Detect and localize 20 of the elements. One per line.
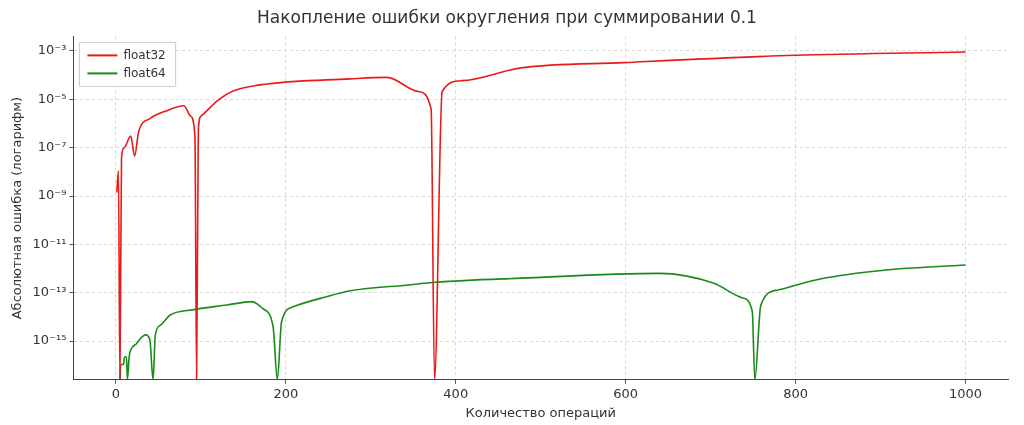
x-tick-label: 400: [443, 385, 469, 401]
x-tick-label: 200: [273, 385, 299, 401]
x-tick-label: 600: [613, 385, 639, 401]
line-series: [119, 264, 967, 380]
legend-label: float32: [123, 47, 166, 62]
y-tick-label: 10⁻⁹: [37, 187, 67, 203]
legend-label: float64: [123, 65, 166, 80]
x-axis-title: Количество операций: [465, 404, 616, 420]
y-tick-label: 10⁻⁵: [37, 90, 67, 106]
x-tick-label: 0: [111, 385, 121, 401]
x-tick-label: 800: [783, 385, 809, 401]
y-tick-label: 10⁻⁷: [37, 139, 67, 155]
y-tick-label: 10⁻¹⁵: [32, 332, 67, 348]
y-tick-label: 10⁻¹¹: [32, 235, 67, 251]
chart-title: Накопление ошибки округления при суммировании 0.1: [257, 6, 757, 27]
x-tick-label: 1000: [948, 385, 983, 401]
y-tick-label: 10⁻³: [37, 42, 67, 58]
y-tick-label: 10⁻¹³: [32, 284, 67, 300]
line-series: [115, 51, 967, 380]
y-axis-title: Абсолютная ошибка (логарифм): [9, 96, 25, 320]
